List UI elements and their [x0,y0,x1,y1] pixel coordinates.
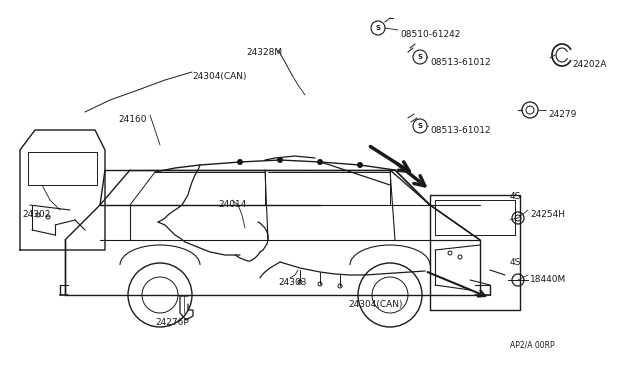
Text: 08513-61012: 08513-61012 [430,126,491,135]
Text: 08513-61012: 08513-61012 [430,58,491,67]
Text: 24304(CAN): 24304(CAN) [348,300,403,309]
Text: 24328M: 24328M [246,48,282,57]
Text: 24304(CAN): 24304(CAN) [192,72,246,81]
Text: 24254H: 24254H [530,210,565,219]
Text: 24302: 24302 [22,210,51,219]
Text: 4S: 4S [510,192,522,201]
Text: 24160: 24160 [118,115,147,124]
Text: S: S [417,54,422,60]
Text: 24303: 24303 [278,278,307,287]
Text: S: S [376,25,381,31]
Text: 18440M: 18440M [530,275,566,284]
Text: 24202A: 24202A [572,60,606,69]
Text: 24014: 24014 [218,200,246,209]
Text: 4S: 4S [510,258,522,267]
Text: S: S [417,123,422,129]
Text: 08510-61242: 08510-61242 [400,30,460,39]
Text: 24276P: 24276P [155,318,189,327]
Circle shape [317,160,323,164]
Circle shape [237,160,243,164]
Text: AP2/A 00RP: AP2/A 00RP [510,340,555,349]
Text: 24279: 24279 [548,110,577,119]
Circle shape [278,157,282,163]
Circle shape [358,163,362,167]
